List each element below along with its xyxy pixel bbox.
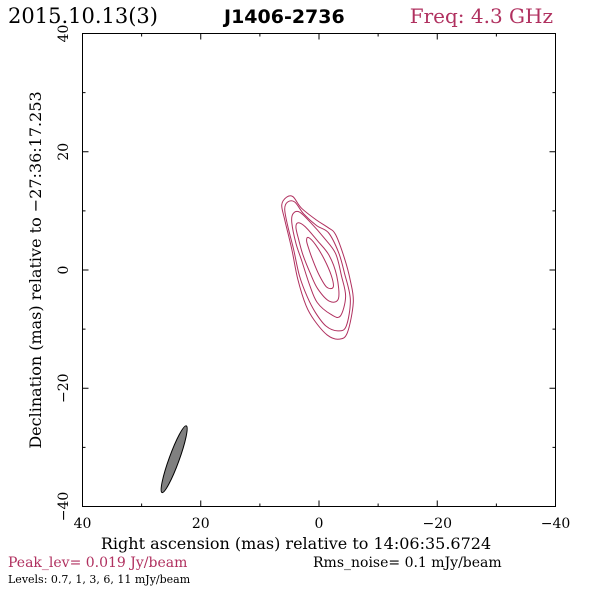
- contour-line: [291, 210, 347, 318]
- contour-line: [306, 236, 334, 290]
- x-tick-label: 40: [74, 516, 92, 532]
- x-tick-label: −20: [422, 516, 452, 532]
- contour-line: [284, 200, 351, 332]
- y-axis-label: Declination (mas) relative to −27:36:17.…: [26, 91, 45, 448]
- x-tick-label: −40: [541, 516, 571, 532]
- axis-ticks: [82, 33, 556, 507]
- axis-tick-labels: 40 20 0 −20 −40 −40 −20 0 20 40: [56, 25, 570, 532]
- x-axis-label: Right ascension (mas) relative to 14:06:…: [101, 534, 491, 553]
- contour-levels: Levels: 0.7, 1, 3, 6, 11 mJy/beam: [8, 573, 191, 586]
- x-tick-label: 0: [315, 516, 324, 532]
- x-tick-label: 20: [192, 516, 210, 532]
- frequency-label: Freq: 4.3 GHz: [410, 4, 553, 28]
- source-name: J1406-2736: [222, 6, 345, 28]
- y-tick-label: −20: [56, 373, 72, 403]
- y-tick-label: −40: [56, 492, 72, 522]
- beam-ellipse: [160, 425, 188, 494]
- plot-frame: [82, 33, 556, 507]
- observation-date: 2015.10.13(3): [8, 4, 158, 28]
- y-tick-label: 20: [56, 143, 72, 161]
- y-tick-label: 40: [56, 25, 72, 43]
- contour-map: [281, 195, 354, 340]
- rms-noise: Rms_noise= 0.1 mJy/beam: [313, 555, 502, 571]
- y-tick-label: 0: [56, 266, 72, 275]
- contour-line: [281, 195, 354, 340]
- peak-level: Peak_lev= 0.019 Jy/beam: [8, 555, 187, 571]
- beam-ellipse-group: [160, 425, 188, 494]
- contour-line: [295, 222, 340, 303]
